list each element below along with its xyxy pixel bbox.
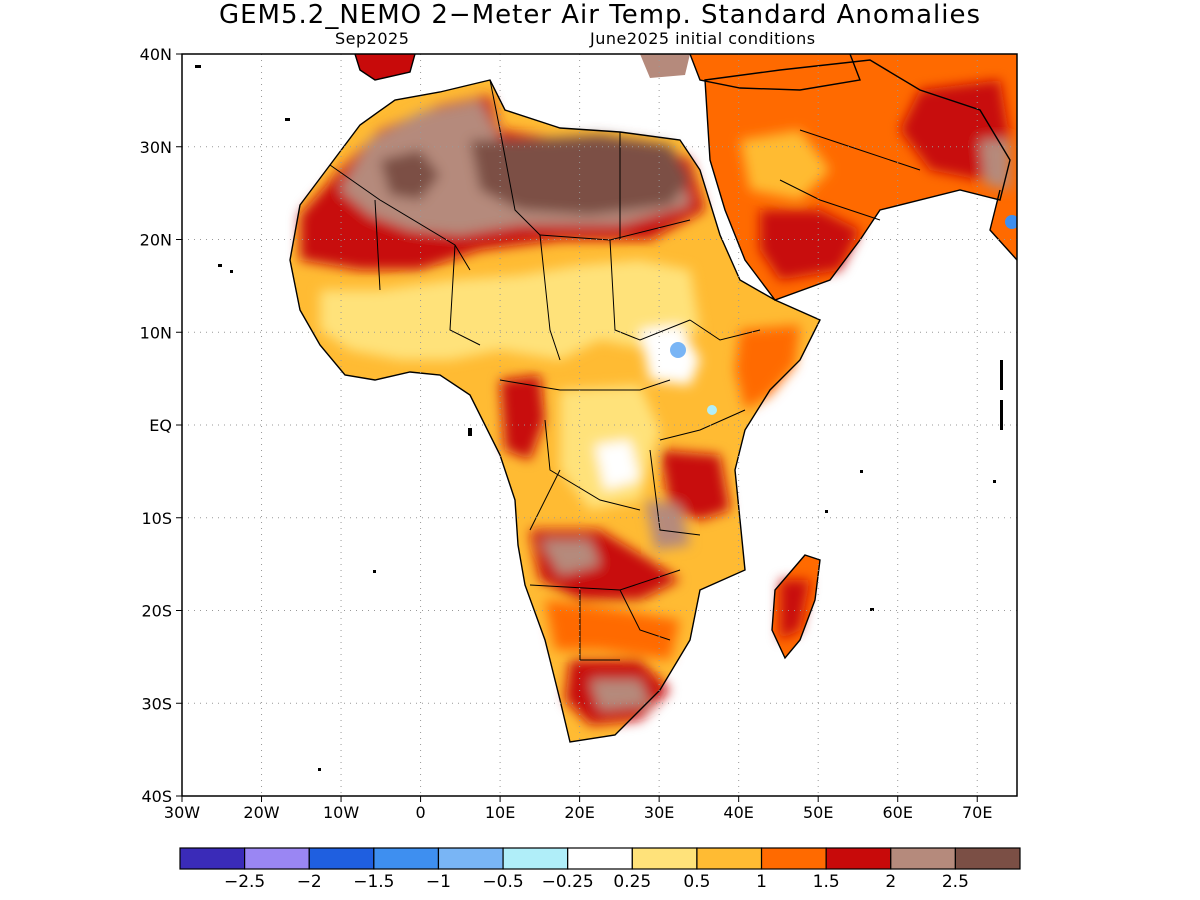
country-borders — [329, 79, 921, 661]
legend-label: −0.25 — [542, 872, 594, 892]
init-conditions-label: June2025 initial conditions — [590, 29, 816, 48]
legend-swatch — [890, 847, 956, 870]
lon-tick-label: 0 — [415, 803, 425, 822]
anomaly-field — [195, 54, 1017, 771]
legend-swatch — [954, 847, 1021, 870]
legend-swatch — [760, 847, 827, 870]
legend-swatch — [502, 847, 569, 870]
lat-tick-label: 40N — [140, 45, 172, 64]
lat-tick-label: 40S — [141, 787, 172, 806]
lon-tick-label: 50E — [803, 803, 833, 822]
legend-label: 2 — [885, 872, 896, 892]
legend-swatch — [696, 847, 763, 870]
lat-tick-label: EQ — [149, 416, 172, 435]
legend-label: −1 — [426, 872, 451, 892]
lon-tick-label: 70E — [962, 803, 992, 822]
balkans-landmass — [640, 54, 690, 78]
lat-tick-label: 30S — [141, 694, 172, 713]
gridlines — [182, 54, 1017, 796]
legend-swatch — [437, 847, 504, 870]
negative-anomaly-spot — [707, 405, 717, 415]
negative-anomaly-spot — [670, 342, 686, 358]
lat-tick-label: 20N — [140, 231, 172, 250]
legend-swatch — [567, 847, 633, 870]
lon-tick-label: 20W — [243, 803, 279, 822]
lon-tick-label: 20E — [564, 803, 594, 822]
coastlines — [289, 54, 1017, 743]
legend-label: 0.25 — [613, 872, 651, 892]
lon-tick-label: 60E — [882, 803, 912, 822]
legend-swatch — [308, 847, 375, 870]
lon-tick-label: 10E — [485, 803, 515, 822]
legend-label: 1.5 — [813, 872, 840, 892]
legend-label: 1 — [756, 872, 767, 892]
legend-label: −0.5 — [482, 872, 523, 892]
lon-tick-label: 30W — [164, 803, 200, 822]
latitude-axis: 40N 30N 20N 10N EQ 10S 20S 30S 40S — [140, 45, 182, 806]
lat-tick-label: 10S — [141, 509, 172, 528]
legend-label: −2 — [297, 872, 322, 892]
color-legend: −2.5 −2 −1.5 −1 −0.5 −0.25 0.25 0.5 1 1.5 2 2.5 — [179, 847, 1021, 892]
legend-label: −2.5 — [224, 872, 265, 892]
legend-swatch — [179, 847, 246, 870]
islands — [195, 65, 1003, 771]
legend-swatch — [631, 847, 698, 870]
lon-tick-label: 30E — [644, 803, 674, 822]
legend-label: −1.5 — [353, 872, 394, 892]
lat-tick-label: 10N — [140, 323, 172, 342]
iberia-landmass — [355, 54, 415, 80]
lon-tick-label: 10W — [323, 803, 359, 822]
legend-swatch — [825, 847, 892, 870]
legend-label: 0.5 — [683, 872, 710, 892]
lat-tick-label: 20S — [141, 602, 172, 621]
europe-landmass — [690, 54, 860, 90]
legend-label: 2.5 — [942, 872, 969, 892]
longitude-axis: 30W 20W 10W 0 10E 20E 30E 40E 50E 60E 70E — [164, 796, 992, 822]
legend-swatch — [244, 847, 310, 870]
chart-title: GEM5.2_NEMO 2−Meter Air Temp. Standard A… — [218, 0, 982, 30]
valid-month-label: Sep2025 — [335, 29, 410, 48]
negative-anomaly-spot — [1005, 215, 1017, 229]
legend-swatch — [373, 847, 440, 870]
lon-tick-label: 40E — [723, 803, 753, 822]
lat-tick-label: 30N — [140, 138, 172, 157]
